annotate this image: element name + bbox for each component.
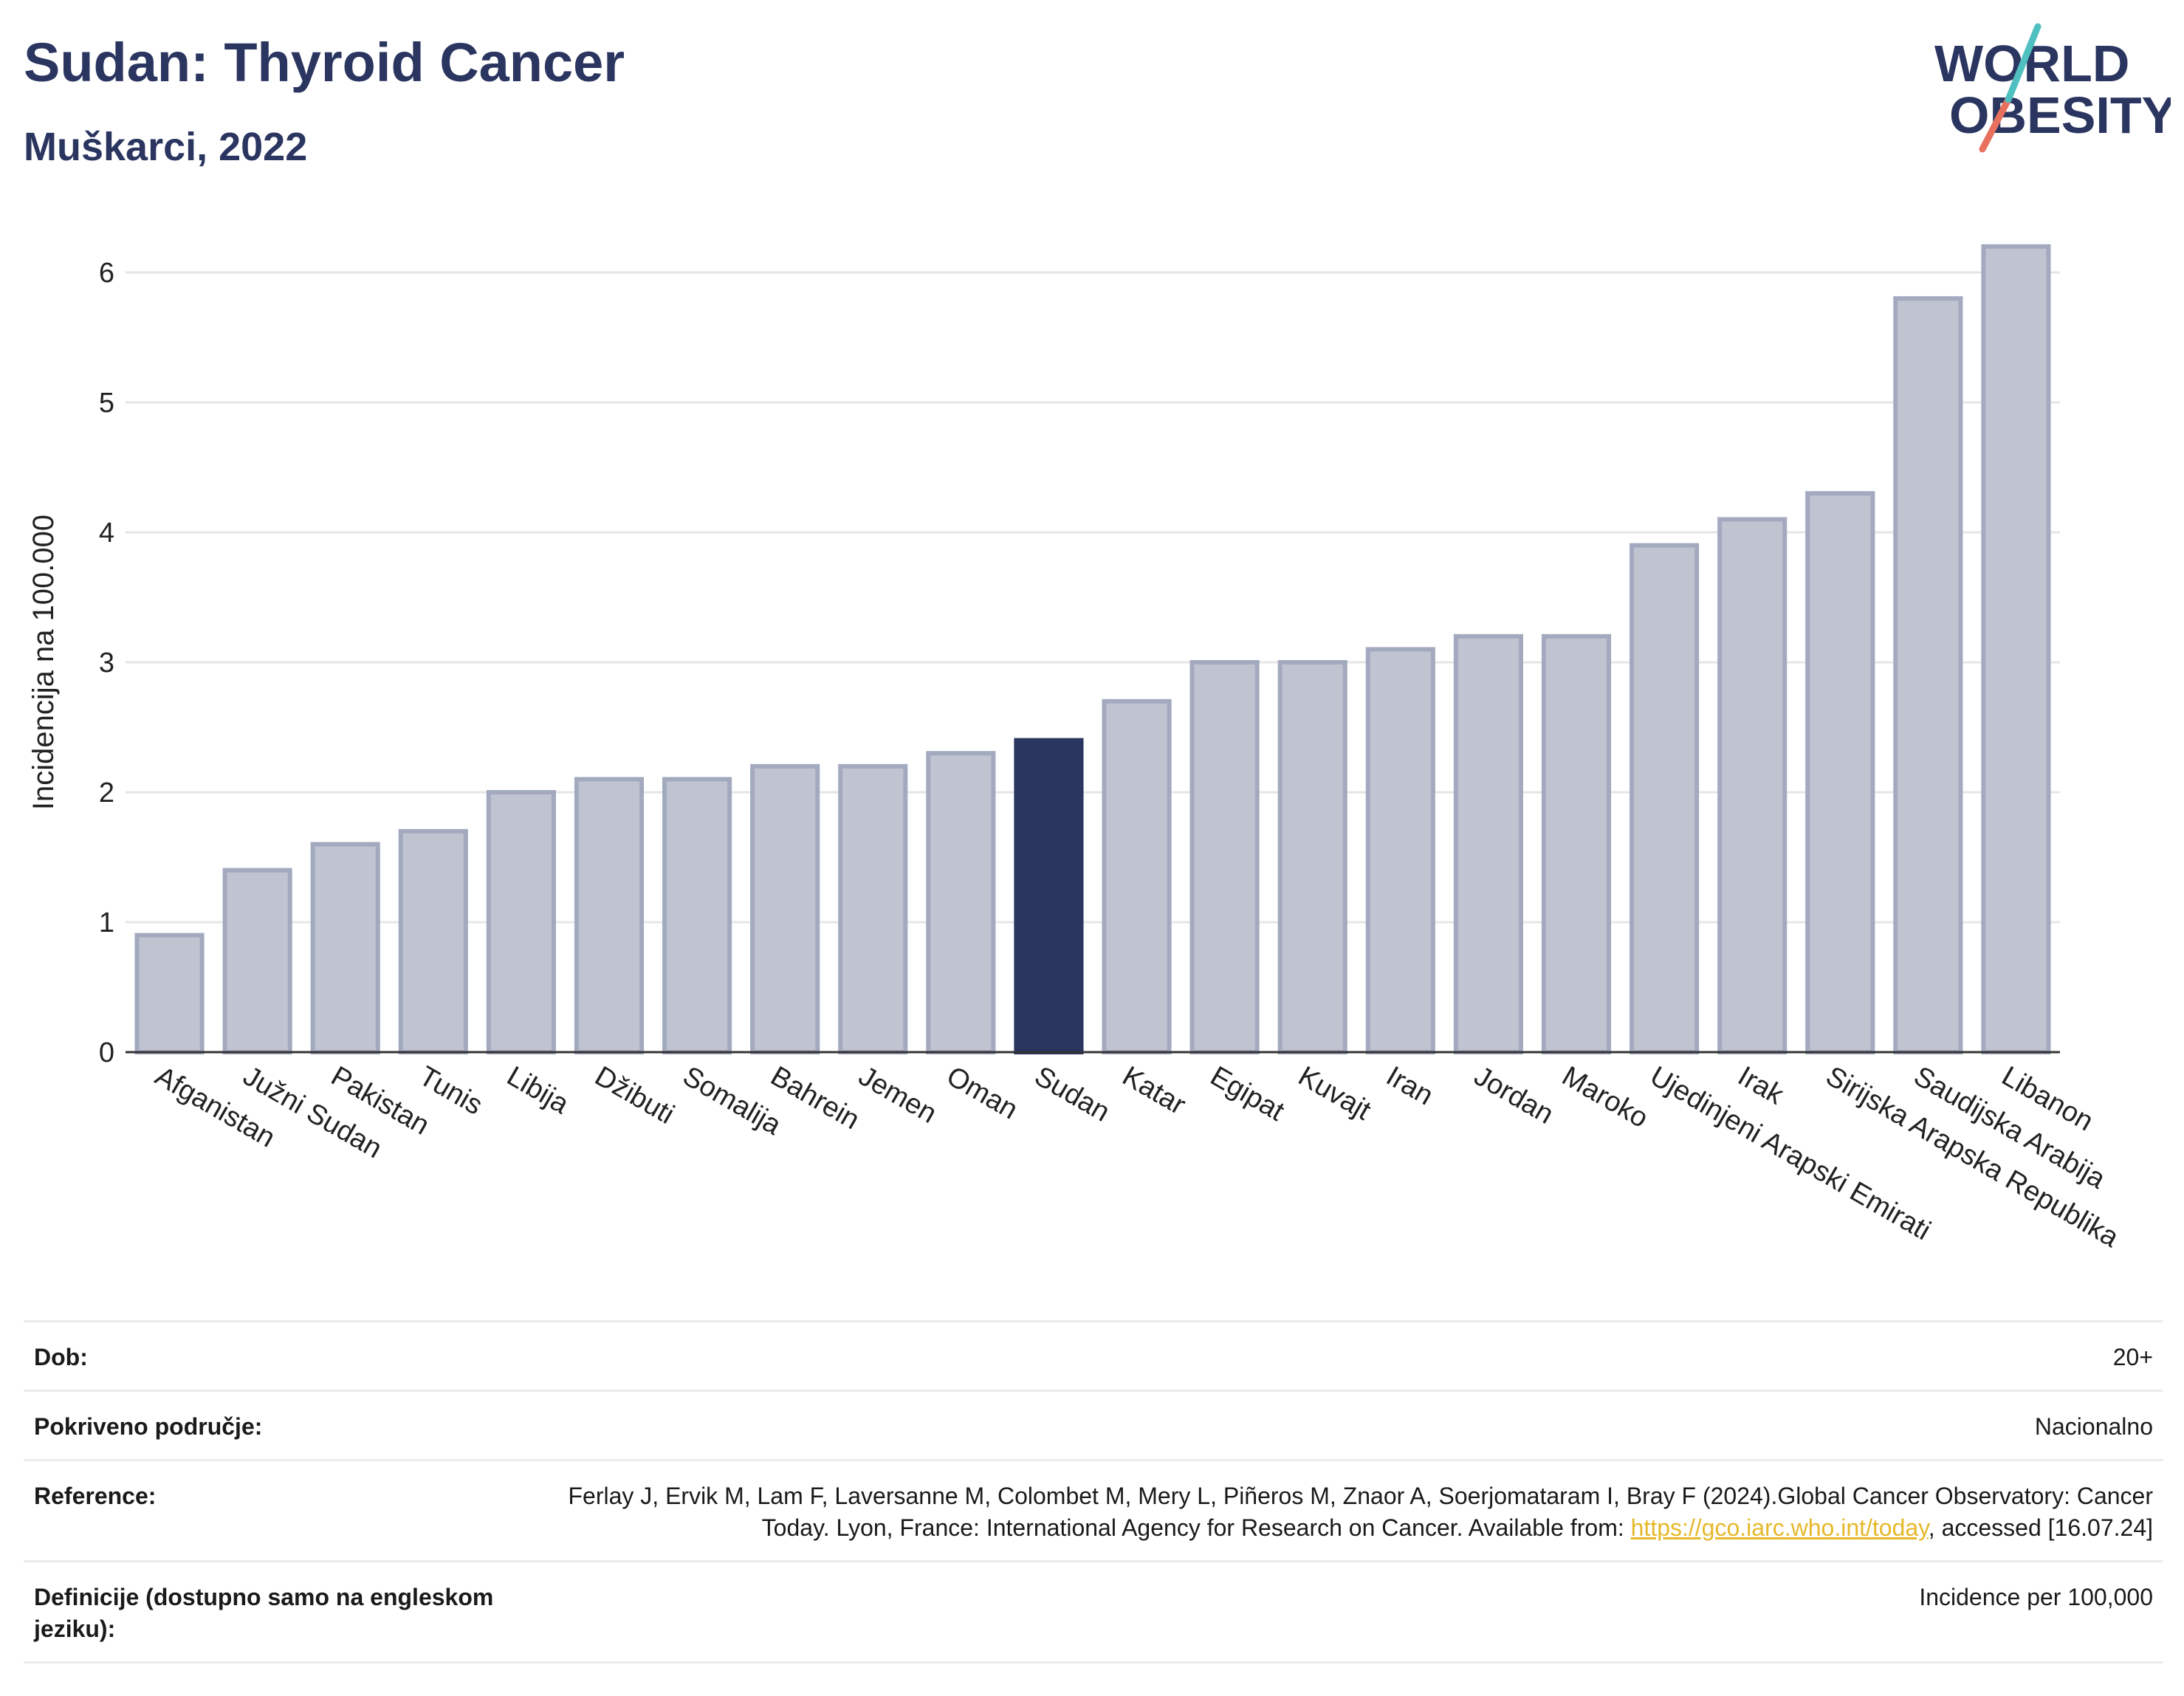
x-tick-label: Kuvajt	[1293, 1060, 1376, 1126]
reference-suffix: , accessed [16.07.24]	[1928, 1514, 2153, 1541]
y-tick-label: 2	[99, 777, 114, 808]
chart-title: Sudan: Thyroid Cancer	[24, 32, 625, 93]
reference-value: Ferlay J, Ervik M, Lam F, Laversanne M, …	[566, 1480, 2153, 1544]
y-tick-label: 0	[99, 1037, 114, 1068]
bar	[838, 763, 908, 1054]
age-row: Dob: 20+	[24, 1320, 2163, 1390]
x-tick-label: Somalija	[678, 1060, 787, 1141]
bar	[1189, 660, 1260, 1054]
x-tick-label: Džibuti	[590, 1060, 680, 1130]
bar	[574, 777, 645, 1055]
reference-row: Reference: Ferlay J, Ervik M, Lam F, Lav…	[24, 1459, 2163, 1560]
reference-text: Ferlay J, Ervik M, Lam F, Laversanne M, …	[568, 1483, 2153, 1541]
y-axis-label: Incidencija na 100.000	[27, 515, 60, 810]
reference-link[interactable]: https://gco.iarc.who.int/today	[1630, 1514, 1929, 1541]
bar	[1365, 647, 1435, 1054]
x-tick-label: Maroko	[1557, 1060, 1654, 1134]
x-tick-label: Oman	[941, 1060, 1023, 1125]
bar	[310, 842, 380, 1055]
y-tick-label: 5	[99, 388, 114, 419]
bar	[1541, 634, 1612, 1054]
x-tick-label: Jordan	[1469, 1060, 1559, 1130]
bar	[398, 828, 468, 1054]
bar	[1981, 244, 2051, 1054]
y-tick-label: 1	[99, 907, 114, 938]
age-value: 20+	[2112, 1344, 2153, 1370]
x-tick-label: Libija	[501, 1060, 574, 1120]
bar	[1453, 634, 1523, 1054]
x-tick-label: Katar	[1117, 1060, 1191, 1121]
y-tick-labels: 0 1 2 3 4 5 6	[99, 258, 114, 1068]
coverage-row: Pokriveno područje: Nacionalno	[24, 1390, 2163, 1459]
definition-row: Definicije (dostupno samo na engleskom j…	[24, 1560, 2163, 1664]
bar	[1102, 698, 1172, 1054]
y-tick-label: 3	[99, 648, 114, 679]
y-tick-label: 6	[99, 258, 114, 289]
info-table: Dob: 20+ Pokriveno područje: Nacionalno …	[24, 1320, 2163, 1664]
bar	[486, 790, 556, 1054]
bar	[662, 777, 732, 1055]
bar	[750, 763, 820, 1054]
x-tick-label: Jemen	[854, 1060, 942, 1129]
bar	[222, 868, 292, 1054]
bar	[1014, 738, 1084, 1054]
definition-label: Definicije (dostupno samo na engleskom j…	[34, 1584, 494, 1642]
chart-subtitle: Muškarci, 2022	[24, 125, 308, 169]
bar	[1893, 296, 1963, 1054]
x-tick-label: Iran	[1381, 1060, 1438, 1111]
age-label: Dob:	[34, 1344, 88, 1370]
coverage-label: Pokriveno područje:	[34, 1413, 263, 1440]
coverage-value: Nacionalno	[2034, 1413, 2153, 1440]
reference-label: Reference:	[34, 1483, 157, 1509]
bars	[134, 244, 2051, 1055]
y-tick-label: 4	[99, 518, 114, 549]
bar	[1277, 660, 1347, 1054]
x-tick-label: Ujedinjeni Arapski Emirati	[1645, 1060, 1936, 1246]
x-tick-label: Sudan	[1029, 1060, 1115, 1127]
bar	[134, 933, 205, 1054]
bar	[1630, 543, 1700, 1055]
bar	[1805, 491, 1875, 1054]
bar	[926, 751, 996, 1054]
x-tick-label: Irak	[1733, 1060, 1790, 1111]
definition-value: Incidence per 100,000	[1919, 1584, 2153, 1610]
bar	[1717, 517, 1788, 1054]
world-obesity-logo: WORLD OBESITY	[1934, 23, 2171, 153]
x-tick-label: Egipat	[1205, 1060, 1290, 1127]
logo-line2: OBESITY	[1949, 86, 2171, 144]
